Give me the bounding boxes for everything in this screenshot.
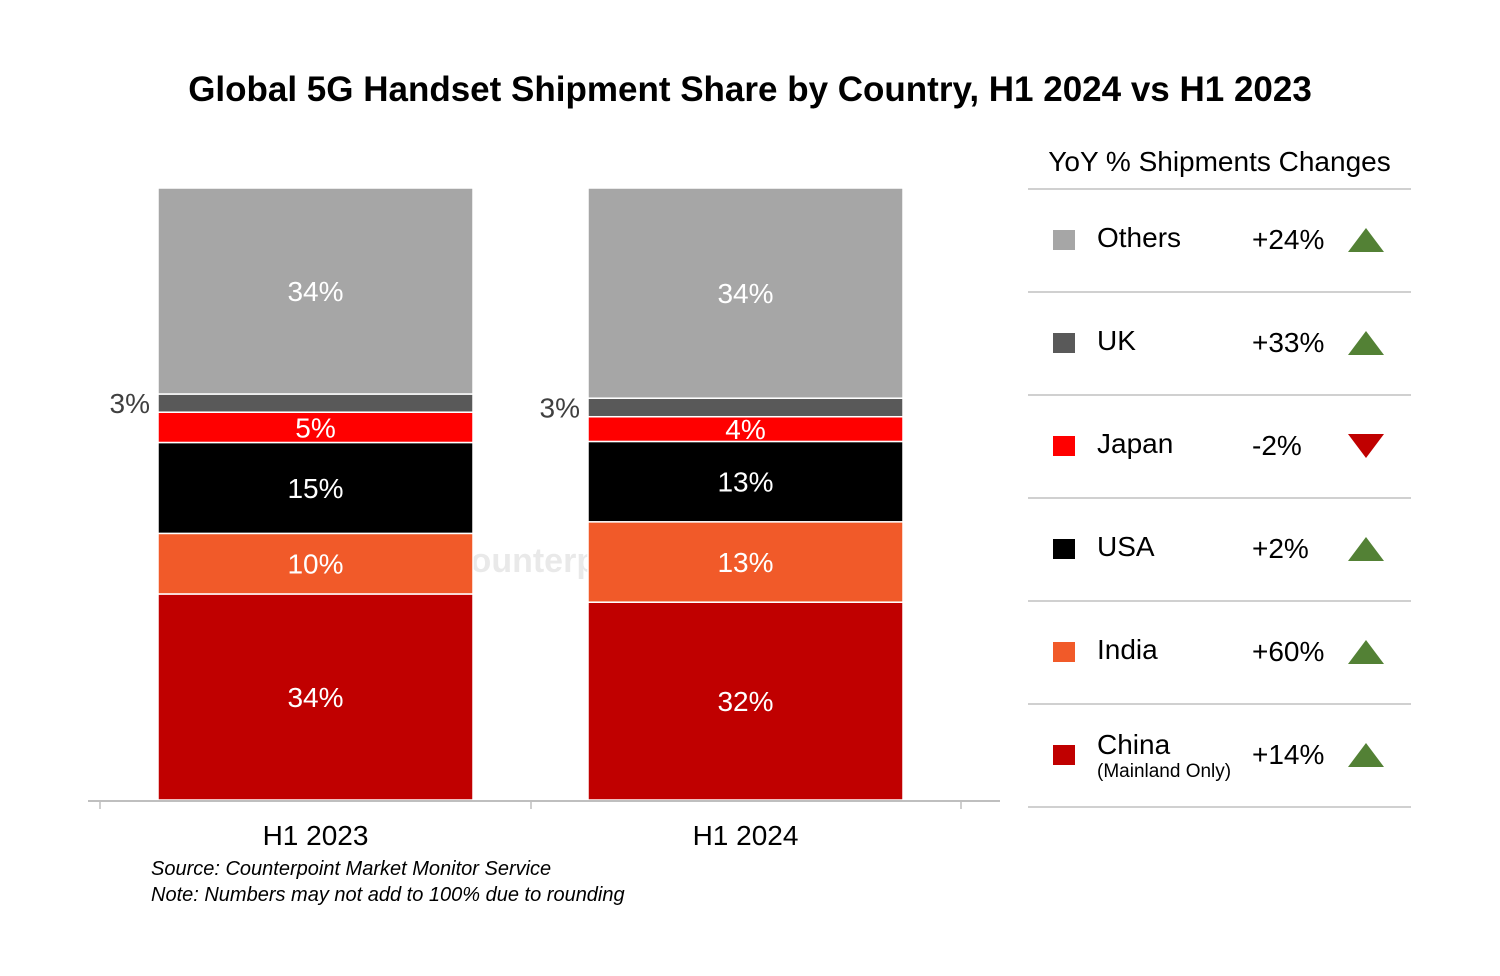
- legend-sublabel: (Mainland Only): [1097, 761, 1232, 782]
- bar-segment-uk: [157, 393, 474, 413]
- legend-swatch: [1053, 642, 1075, 662]
- data-label-japan: 4%: [725, 414, 765, 445]
- bar-segment-usa: [587, 440, 904, 523]
- bar-segment-india: [157, 532, 474, 595]
- triangle-up-icon: [1348, 537, 1384, 561]
- bar-segment-india: [587, 521, 904, 603]
- legend-yoy-change: -2%: [1252, 430, 1302, 461]
- legend-label: Japan: [1097, 428, 1174, 459]
- rounding-note: Note: Numbers may not add to 100% due to…: [151, 884, 625, 906]
- legend-item-uk: UK +33%: [1028, 291, 1411, 394]
- legend-swatch: [1053, 436, 1075, 456]
- legend-label: India: [1097, 634, 1158, 665]
- legend-item-japan: Japan -2%: [1028, 394, 1411, 497]
- legend-yoy-change: +24%: [1252, 224, 1325, 255]
- chart-title: Global 5G Handset Shipment Share by Coun…: [188, 70, 1312, 109]
- legend-item-china: China (Mainland Only) +14%: [1028, 703, 1411, 808]
- legend-yoy-change: +60%: [1252, 636, 1325, 667]
- data-label-india: 13%: [717, 547, 773, 578]
- triangle-up-icon: [1348, 640, 1384, 664]
- data-label-india: 10%: [287, 549, 343, 580]
- x-tick-label: H1 2024: [693, 820, 799, 851]
- legend-swatch: [1053, 230, 1075, 250]
- legend-item-others: Others +24%: [1028, 188, 1411, 291]
- source-note: Source: Counterpoint Market Monitor Serv…: [151, 858, 552, 880]
- triangle-up-icon: [1348, 228, 1384, 252]
- bar-segment-china: [587, 601, 904, 801]
- legend-yoy-change: +14%: [1252, 739, 1325, 770]
- bar-segment-others: [587, 187, 904, 399]
- legend-label: UK: [1097, 325, 1136, 356]
- bar-segment-others: [157, 187, 474, 395]
- bar-segment-usa: [157, 441, 474, 535]
- legend: YoY % Shipments Changes Others +24% UK +…: [1028, 140, 1411, 808]
- data-label-usa: 15%: [287, 473, 343, 504]
- legend-title: YoY % Shipments Changes: [1048, 146, 1391, 177]
- legend-swatch: [1053, 745, 1075, 765]
- data-label-japan: 5%: [295, 412, 335, 443]
- data-label-others: 34%: [717, 278, 773, 309]
- data-label-usa: 13%: [717, 467, 773, 498]
- data-label-china: 34%: [287, 682, 343, 713]
- triangle-down-icon: [1348, 434, 1384, 458]
- legend-yoy-change: +2%: [1252, 533, 1309, 564]
- data-label-uk: 3%: [110, 388, 150, 419]
- legend-swatch: [1053, 539, 1075, 559]
- triangle-up-icon: [1348, 743, 1384, 767]
- data-label-others: 34%: [287, 276, 343, 307]
- legend-yoy-change: +33%: [1252, 327, 1325, 358]
- legend-item-usa: USA +2%: [1028, 497, 1411, 600]
- legend-swatch: [1053, 333, 1075, 353]
- legend-label: USA: [1097, 531, 1155, 562]
- legend-label: Others: [1097, 222, 1182, 253]
- data-label-china: 32%: [717, 686, 773, 717]
- triangle-up-icon: [1348, 331, 1384, 355]
- data-label-uk: 3%: [540, 392, 580, 423]
- legend-label: China: [1097, 729, 1171, 760]
- legend-item-india: India +60%: [1028, 600, 1411, 703]
- x-tick-label: H1 2023: [263, 820, 369, 851]
